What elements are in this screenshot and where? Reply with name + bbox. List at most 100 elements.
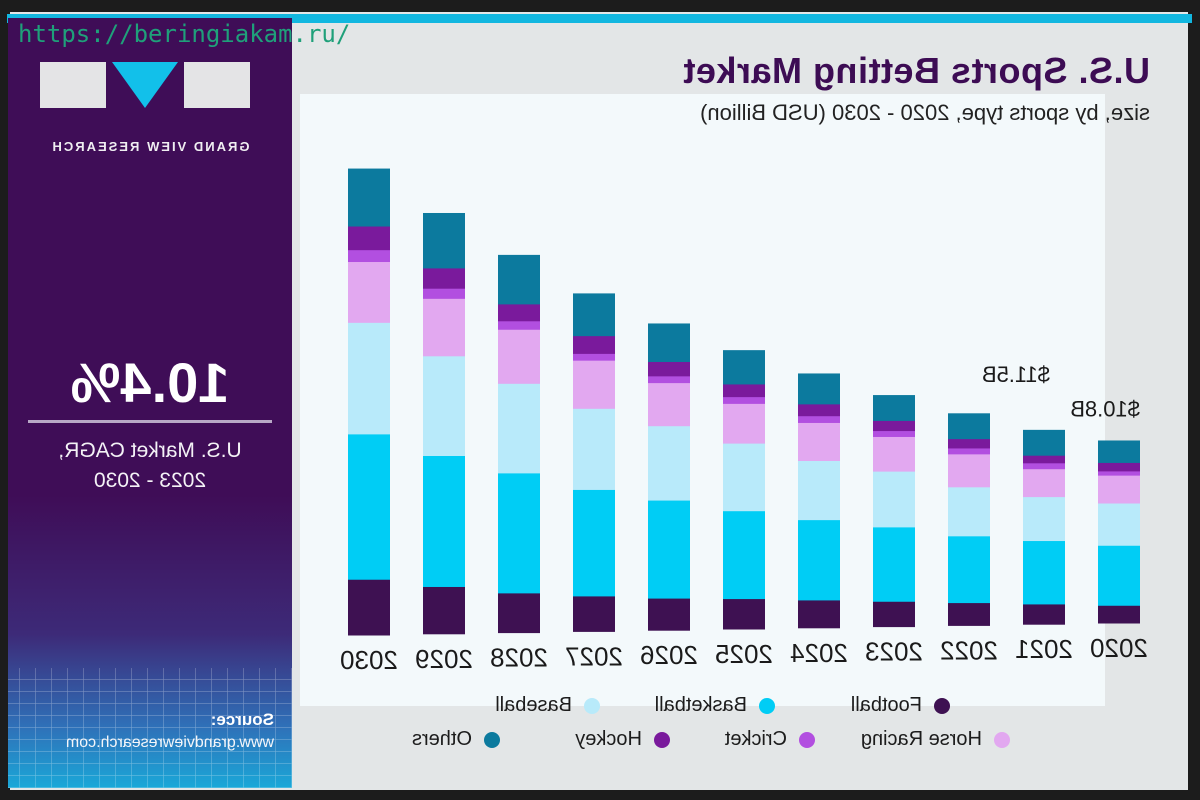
bar-segment-football-2027	[573, 595, 615, 632]
cagr-value: 10.4%	[70, 351, 230, 414]
bar-segment-horse-racing-2024	[798, 422, 840, 461]
bar-segment-hockey-2025	[723, 383, 765, 398]
bar-segment-basketball-2025	[723, 510, 765, 600]
bar-segment-football-2026	[648, 598, 690, 631]
bar-segment-hockey-2023	[873, 420, 915, 432]
bar-segment-basketball-2028	[498, 472, 540, 594]
legend-swatch-icon	[484, 731, 500, 748]
grand-view-research-logo	[40, 62, 250, 122]
source-url[interactable]: www.grandviewresearch.com	[65, 734, 274, 751]
bar-segment-horse-racing-2020	[1098, 475, 1140, 504]
x-tick-label: 2025	[715, 639, 773, 669]
x-tick-label: 2023	[865, 637, 923, 667]
bar-segment-baseball-2030	[348, 322, 390, 435]
x-tick-label: 2021	[1015, 634, 1073, 664]
x-tick-label: 2026	[640, 640, 698, 670]
data-label-2021: $11.5B	[982, 362, 1050, 387]
cagr-label: U.S. Market CAGR, 2023 - 2030	[8, 436, 292, 496]
legend-swatch-icon	[799, 731, 815, 748]
bar-segment-cricket-2028	[498, 320, 540, 330]
bar-segment-cricket-2026	[648, 375, 690, 384]
legend-swatch-icon	[994, 731, 1010, 748]
bar-segment-football-2021	[1023, 603, 1065, 625]
bar-segment-football-2025	[723, 598, 765, 630]
bar-2024	[798, 373, 840, 629]
bar-segment-others-2023	[873, 395, 915, 421]
legend-item-hockey: Hockey	[575, 728, 670, 751]
bar-segment-football-2020	[1098, 605, 1140, 624]
bar-segment-horse-racing-2022	[948, 453, 990, 488]
legend-swatch-icon	[584, 697, 600, 714]
x-tick-label: 2027	[565, 641, 623, 671]
legend-item-cricket: Cricket	[725, 728, 815, 751]
bar-segment-baseball-2022	[948, 486, 990, 537]
bar-2022	[948, 413, 990, 626]
chart-legend: Football Basketball Baseball Horse Racin…	[310, 690, 1010, 760]
bar-segment-cricket-2029	[423, 288, 465, 299]
bar-segment-horse-racing-2030	[348, 261, 390, 323]
legend-item-basketball: Basketball	[655, 694, 775, 717]
legend-swatch-icon	[654, 731, 670, 748]
bar-segment-baseball-2025	[723, 443, 765, 512]
bar-2028	[498, 254, 540, 634]
bar-segment-basketball-2029	[423, 455, 465, 587]
bar-segment-others-2030	[348, 168, 390, 227]
logo-g-block-icon	[184, 62, 250, 108]
legend-label: Football	[850, 694, 922, 716]
bar-segment-horse-racing-2021	[1023, 468, 1065, 498]
bar-segment-baseball-2026	[648, 425, 690, 501]
bar-segment-others-2026	[648, 323, 690, 362]
legend-label: Horse Racing	[860, 728, 982, 750]
bar-segment-baseball-2024	[798, 460, 840, 521]
bar-segment-football-2030	[348, 579, 390, 636]
bar-segment-basketball-2030	[348, 433, 390, 580]
legend-label: Cricket	[724, 728, 787, 750]
bar-segment-horse-racing-2025	[723, 403, 765, 444]
bar-segment-cricket-2030	[348, 249, 390, 263]
bar-segment-hockey-2026	[648, 361, 690, 377]
x-tick-label: 2024	[790, 638, 848, 668]
bar-segment-horse-racing-2028	[498, 329, 540, 384]
bar-segment-baseball-2021	[1023, 496, 1065, 542]
bar-segment-baseball-2023	[873, 471, 915, 528]
bar-segment-horse-racing-2029	[423, 298, 465, 357]
legend-item-baseball: Baseball	[495, 694, 600, 717]
legend-swatch-icon	[759, 697, 775, 714]
bar-segment-basketball-2027	[573, 489, 615, 597]
bar-segment-basketball-2023	[873, 526, 915, 602]
legend-swatch-icon	[934, 697, 950, 714]
bar-2029	[423, 212, 465, 635]
bar-segment-hockey-2020	[1098, 462, 1140, 472]
bar-segment-horse-racing-2023	[873, 436, 915, 472]
logo-r-block-icon	[40, 62, 106, 108]
bar-segment-hockey-2024	[798, 403, 840, 417]
logo-text: GRAND VIEW RESEARCH	[50, 139, 250, 154]
bar-2023	[873, 395, 915, 628]
bar-segment-hockey-2021	[1023, 455, 1065, 464]
bar-segment-football-2023	[873, 601, 915, 628]
legend-label: Hockey	[575, 728, 642, 750]
side-panel: GRAND VIEW RESEARCH 10.4% U.S. Market CA…	[8, 18, 292, 788]
bar-segment-football-2028	[498, 592, 540, 634]
bar-segment-basketball-2021	[1023, 540, 1065, 605]
legend-item-horse-racing: Horse Racing	[861, 728, 1010, 751]
bar-segment-baseball-2029	[423, 355, 465, 457]
bar-2025	[723, 350, 765, 630]
bar-segment-hockey-2022	[948, 438, 990, 449]
legend-label: Basketball	[654, 694, 747, 716]
bar-segment-basketball-2020	[1098, 545, 1140, 606]
bar-segment-cricket-2022	[948, 447, 990, 455]
bar-segment-cricket-2020	[1098, 470, 1140, 476]
bar-2021	[1023, 429, 1065, 625]
x-tick-label: 2022	[940, 635, 998, 665]
bar-segment-hockey-2028	[498, 303, 540, 322]
bar-segment-basketball-2022	[948, 535, 990, 604]
source-label: Source:	[210, 710, 274, 729]
x-tick-label: 2020	[1090, 633, 1148, 663]
cagr-divider	[28, 420, 272, 423]
bar-segment-hockey-2027	[573, 335, 615, 354]
bar-2020	[1098, 440, 1140, 624]
bar-segment-baseball-2028	[498, 383, 540, 474]
